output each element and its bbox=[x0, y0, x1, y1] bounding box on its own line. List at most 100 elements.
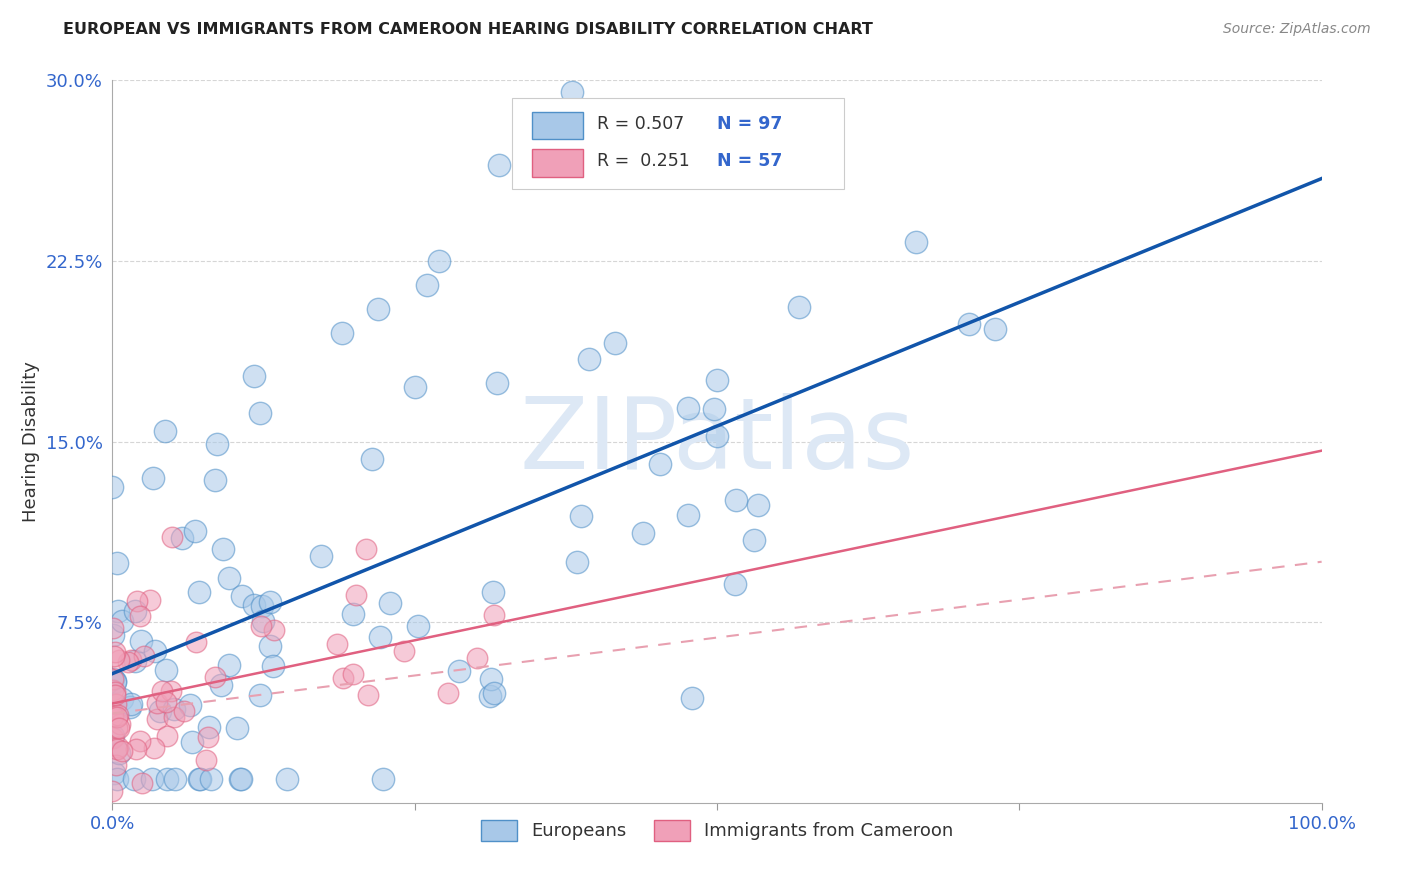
Point bbox=[478, 690, 501, 704]
Point bbox=[124, 742, 146, 756]
Point bbox=[571, 508, 593, 523]
Point bbox=[437, 686, 460, 700]
Point bbox=[561, 85, 583, 99]
Point bbox=[155, 663, 177, 677]
Point bbox=[118, 700, 141, 714]
Point bbox=[143, 741, 166, 756]
Point bbox=[186, 634, 208, 648]
Point bbox=[309, 549, 332, 563]
Point bbox=[108, 653, 131, 667]
Point bbox=[104, 674, 127, 689]
Point bbox=[259, 594, 281, 608]
Point bbox=[108, 717, 131, 731]
Point bbox=[488, 157, 510, 171]
Point bbox=[706, 428, 728, 442]
Point bbox=[159, 683, 181, 698]
Point bbox=[252, 614, 274, 628]
Point bbox=[249, 406, 271, 420]
Point bbox=[263, 623, 285, 637]
Point bbox=[482, 585, 505, 599]
Point bbox=[127, 594, 149, 608]
Point bbox=[200, 772, 222, 786]
Point bbox=[427, 253, 450, 268]
Point bbox=[105, 722, 128, 736]
Point bbox=[107, 740, 129, 755]
Point bbox=[742, 533, 765, 547]
Point bbox=[105, 556, 128, 570]
Point bbox=[156, 772, 179, 786]
Point bbox=[104, 688, 127, 702]
Point bbox=[156, 729, 179, 743]
Point bbox=[132, 649, 155, 664]
Point bbox=[179, 698, 201, 713]
Point bbox=[724, 493, 747, 508]
Point bbox=[983, 322, 1005, 336]
Point bbox=[209, 678, 232, 692]
Point bbox=[249, 688, 271, 702]
Point bbox=[229, 772, 252, 786]
Point bbox=[139, 593, 162, 607]
Bar bbox=[531, 149, 583, 177]
Point bbox=[205, 437, 228, 451]
Point bbox=[146, 696, 169, 710]
Point bbox=[250, 619, 273, 633]
Point bbox=[229, 772, 252, 786]
Point bbox=[128, 734, 150, 748]
Point bbox=[605, 336, 627, 351]
Point bbox=[342, 666, 364, 681]
Point bbox=[105, 758, 128, 772]
Legend: Europeans, Immigrants from Cameroon: Europeans, Immigrants from Cameroon bbox=[474, 813, 960, 848]
Point bbox=[173, 704, 195, 718]
Point bbox=[479, 672, 502, 686]
Point bbox=[326, 637, 349, 651]
Point bbox=[211, 541, 233, 556]
Point bbox=[330, 326, 353, 340]
Point bbox=[104, 645, 127, 659]
Text: Source: ZipAtlas.com: Source: ZipAtlas.com bbox=[1223, 22, 1371, 37]
Point bbox=[170, 531, 193, 545]
Point bbox=[104, 685, 127, 699]
Point bbox=[342, 607, 364, 622]
Point bbox=[650, 457, 672, 471]
Text: N = 97: N = 97 bbox=[717, 114, 782, 133]
Point bbox=[703, 401, 725, 416]
Point bbox=[360, 452, 382, 467]
Point bbox=[484, 607, 506, 622]
Point bbox=[101, 731, 124, 745]
Point bbox=[117, 655, 139, 669]
Point bbox=[706, 373, 728, 387]
Point bbox=[143, 643, 166, 657]
Point bbox=[447, 665, 470, 679]
Point bbox=[243, 369, 266, 384]
Point bbox=[111, 614, 134, 628]
Point bbox=[904, 235, 927, 249]
Point bbox=[188, 772, 211, 786]
Text: R =  0.251: R = 0.251 bbox=[598, 152, 690, 170]
Point bbox=[231, 589, 253, 603]
Point bbox=[195, 753, 218, 767]
Text: ZIPatlas: ZIPatlas bbox=[519, 393, 915, 490]
Point bbox=[676, 401, 699, 416]
Point bbox=[465, 651, 488, 665]
Point bbox=[344, 588, 367, 602]
Point bbox=[155, 695, 177, 709]
Point bbox=[378, 596, 401, 610]
Y-axis label: Hearing Disability: Hearing Disability bbox=[22, 361, 39, 522]
Point bbox=[165, 772, 187, 786]
Point bbox=[163, 710, 186, 724]
Point bbox=[578, 352, 600, 367]
Point bbox=[149, 705, 172, 719]
Point bbox=[218, 658, 240, 673]
Point bbox=[184, 524, 207, 539]
Point bbox=[204, 473, 226, 487]
Point bbox=[101, 672, 124, 686]
Point bbox=[101, 480, 124, 494]
Bar bbox=[531, 112, 583, 139]
Point bbox=[404, 379, 426, 393]
Point bbox=[565, 556, 588, 570]
Point bbox=[371, 772, 394, 786]
Point bbox=[181, 735, 204, 749]
Point bbox=[111, 744, 134, 758]
Point bbox=[747, 498, 769, 512]
Text: EUROPEAN VS IMMIGRANTS FROM CAMEROON HEARING DISABILITY CORRELATION CHART: EUROPEAN VS IMMIGRANTS FROM CAMEROON HEA… bbox=[63, 22, 873, 37]
